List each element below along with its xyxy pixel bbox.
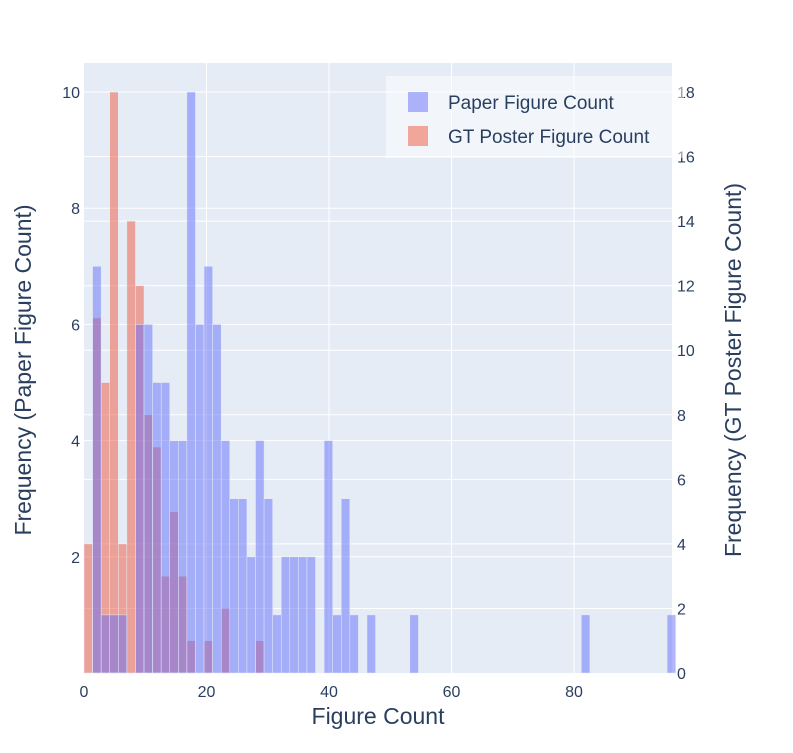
paper-figure-bar [306, 556, 316, 674]
x-axis-ticks: 0 20 40 60 80 [80, 684, 583, 701]
paper-figure-bar [229, 498, 239, 674]
x-tick-label: 60 [443, 684, 461, 701]
left-y-tick-label: 8 [71, 201, 80, 218]
paper-figure-bar [186, 91, 196, 674]
x-tick-label: 80 [565, 684, 583, 701]
legend-label-paper: Paper Figure Count [448, 93, 615, 114]
right-y-tick-label: 8 [677, 408, 686, 425]
legend-label-gt-poster: GT Poster Figure Count [448, 127, 650, 148]
paper-figure-bar [666, 614, 676, 674]
paper-figure-bar [280, 556, 291, 674]
left-y-axis-ticks: 2 4 6 8 10 [62, 85, 80, 567]
paper-figure-bar [323, 440, 333, 674]
gt-poster-bar [109, 91, 119, 674]
paper-figure-bar [178, 440, 188, 674]
gt-poster-bar [126, 220, 136, 674]
left-y-tick-label: 10 [62, 85, 80, 102]
paper-figure-bar [332, 614, 342, 674]
right-y-tick-label: 14 [677, 214, 695, 231]
gt-poster-bar [83, 543, 93, 674]
paper-figure-bar [409, 614, 419, 674]
paper-figure-bar [135, 324, 145, 674]
paper-figure-bar [143, 324, 153, 674]
right-y-tick-label: 12 [677, 279, 695, 296]
right-y-tick-label: 0 [677, 666, 686, 683]
paper-figure-bar [349, 614, 359, 674]
left-y-tick-label: 4 [71, 434, 80, 451]
right-y-tick-label: 10 [677, 343, 695, 360]
left-y-tick-label: 6 [71, 317, 80, 334]
paper-figure-bar [298, 556, 308, 674]
paper-figure-bar [238, 498, 248, 674]
paper-figure-bar [255, 440, 265, 674]
paper-figure-bar [118, 614, 128, 674]
paper-figure-bar [109, 614, 119, 674]
paper-figure-bar [246, 556, 256, 674]
paper-figure-bar [220, 440, 231, 674]
right-y-tick-label: 6 [677, 472, 686, 489]
paper-figure-bar [92, 266, 102, 674]
paper-figure-bar [581, 614, 591, 674]
legend-swatch-paper [408, 92, 428, 112]
paper-figure-bar [263, 498, 273, 674]
legend: Paper Figure Count GT Poster Figure Coun… [386, 76, 684, 158]
paper-figure-bar [289, 556, 299, 674]
paper-figure-bar [203, 266, 213, 674]
legend-swatch-gt-poster [408, 126, 428, 146]
right-y-tick-label: 2 [677, 601, 686, 618]
right-y-tick-label: 4 [677, 537, 686, 554]
x-axis-title: Figure Count [312, 703, 446, 729]
left-y-tick-label: 2 [71, 550, 80, 567]
paper-figure-bar [366, 614, 376, 674]
right-y-axis-title: Frequency (GT Poster Figure Count) [720, 183, 746, 557]
paper-figure-bar [212, 324, 222, 674]
paper-figure-bar [195, 324, 205, 674]
paper-figure-bar [341, 498, 351, 674]
grid-lines [84, 63, 672, 673]
legend-background [386, 76, 684, 158]
x-tick-label: 40 [320, 684, 338, 701]
paper-figure-bars [92, 91, 676, 674]
x-tick-label: 0 [80, 684, 89, 701]
paper-figure-bar [152, 382, 162, 674]
paper-figure-bar [160, 382, 171, 674]
left-y-axis-title: Frequency (Paper Figure Count) [10, 204, 36, 535]
paper-figure-bar [100, 614, 110, 674]
paper-figure-bar [272, 614, 282, 674]
x-tick-label: 20 [198, 684, 216, 701]
paper-figure-bar [169, 440, 179, 674]
